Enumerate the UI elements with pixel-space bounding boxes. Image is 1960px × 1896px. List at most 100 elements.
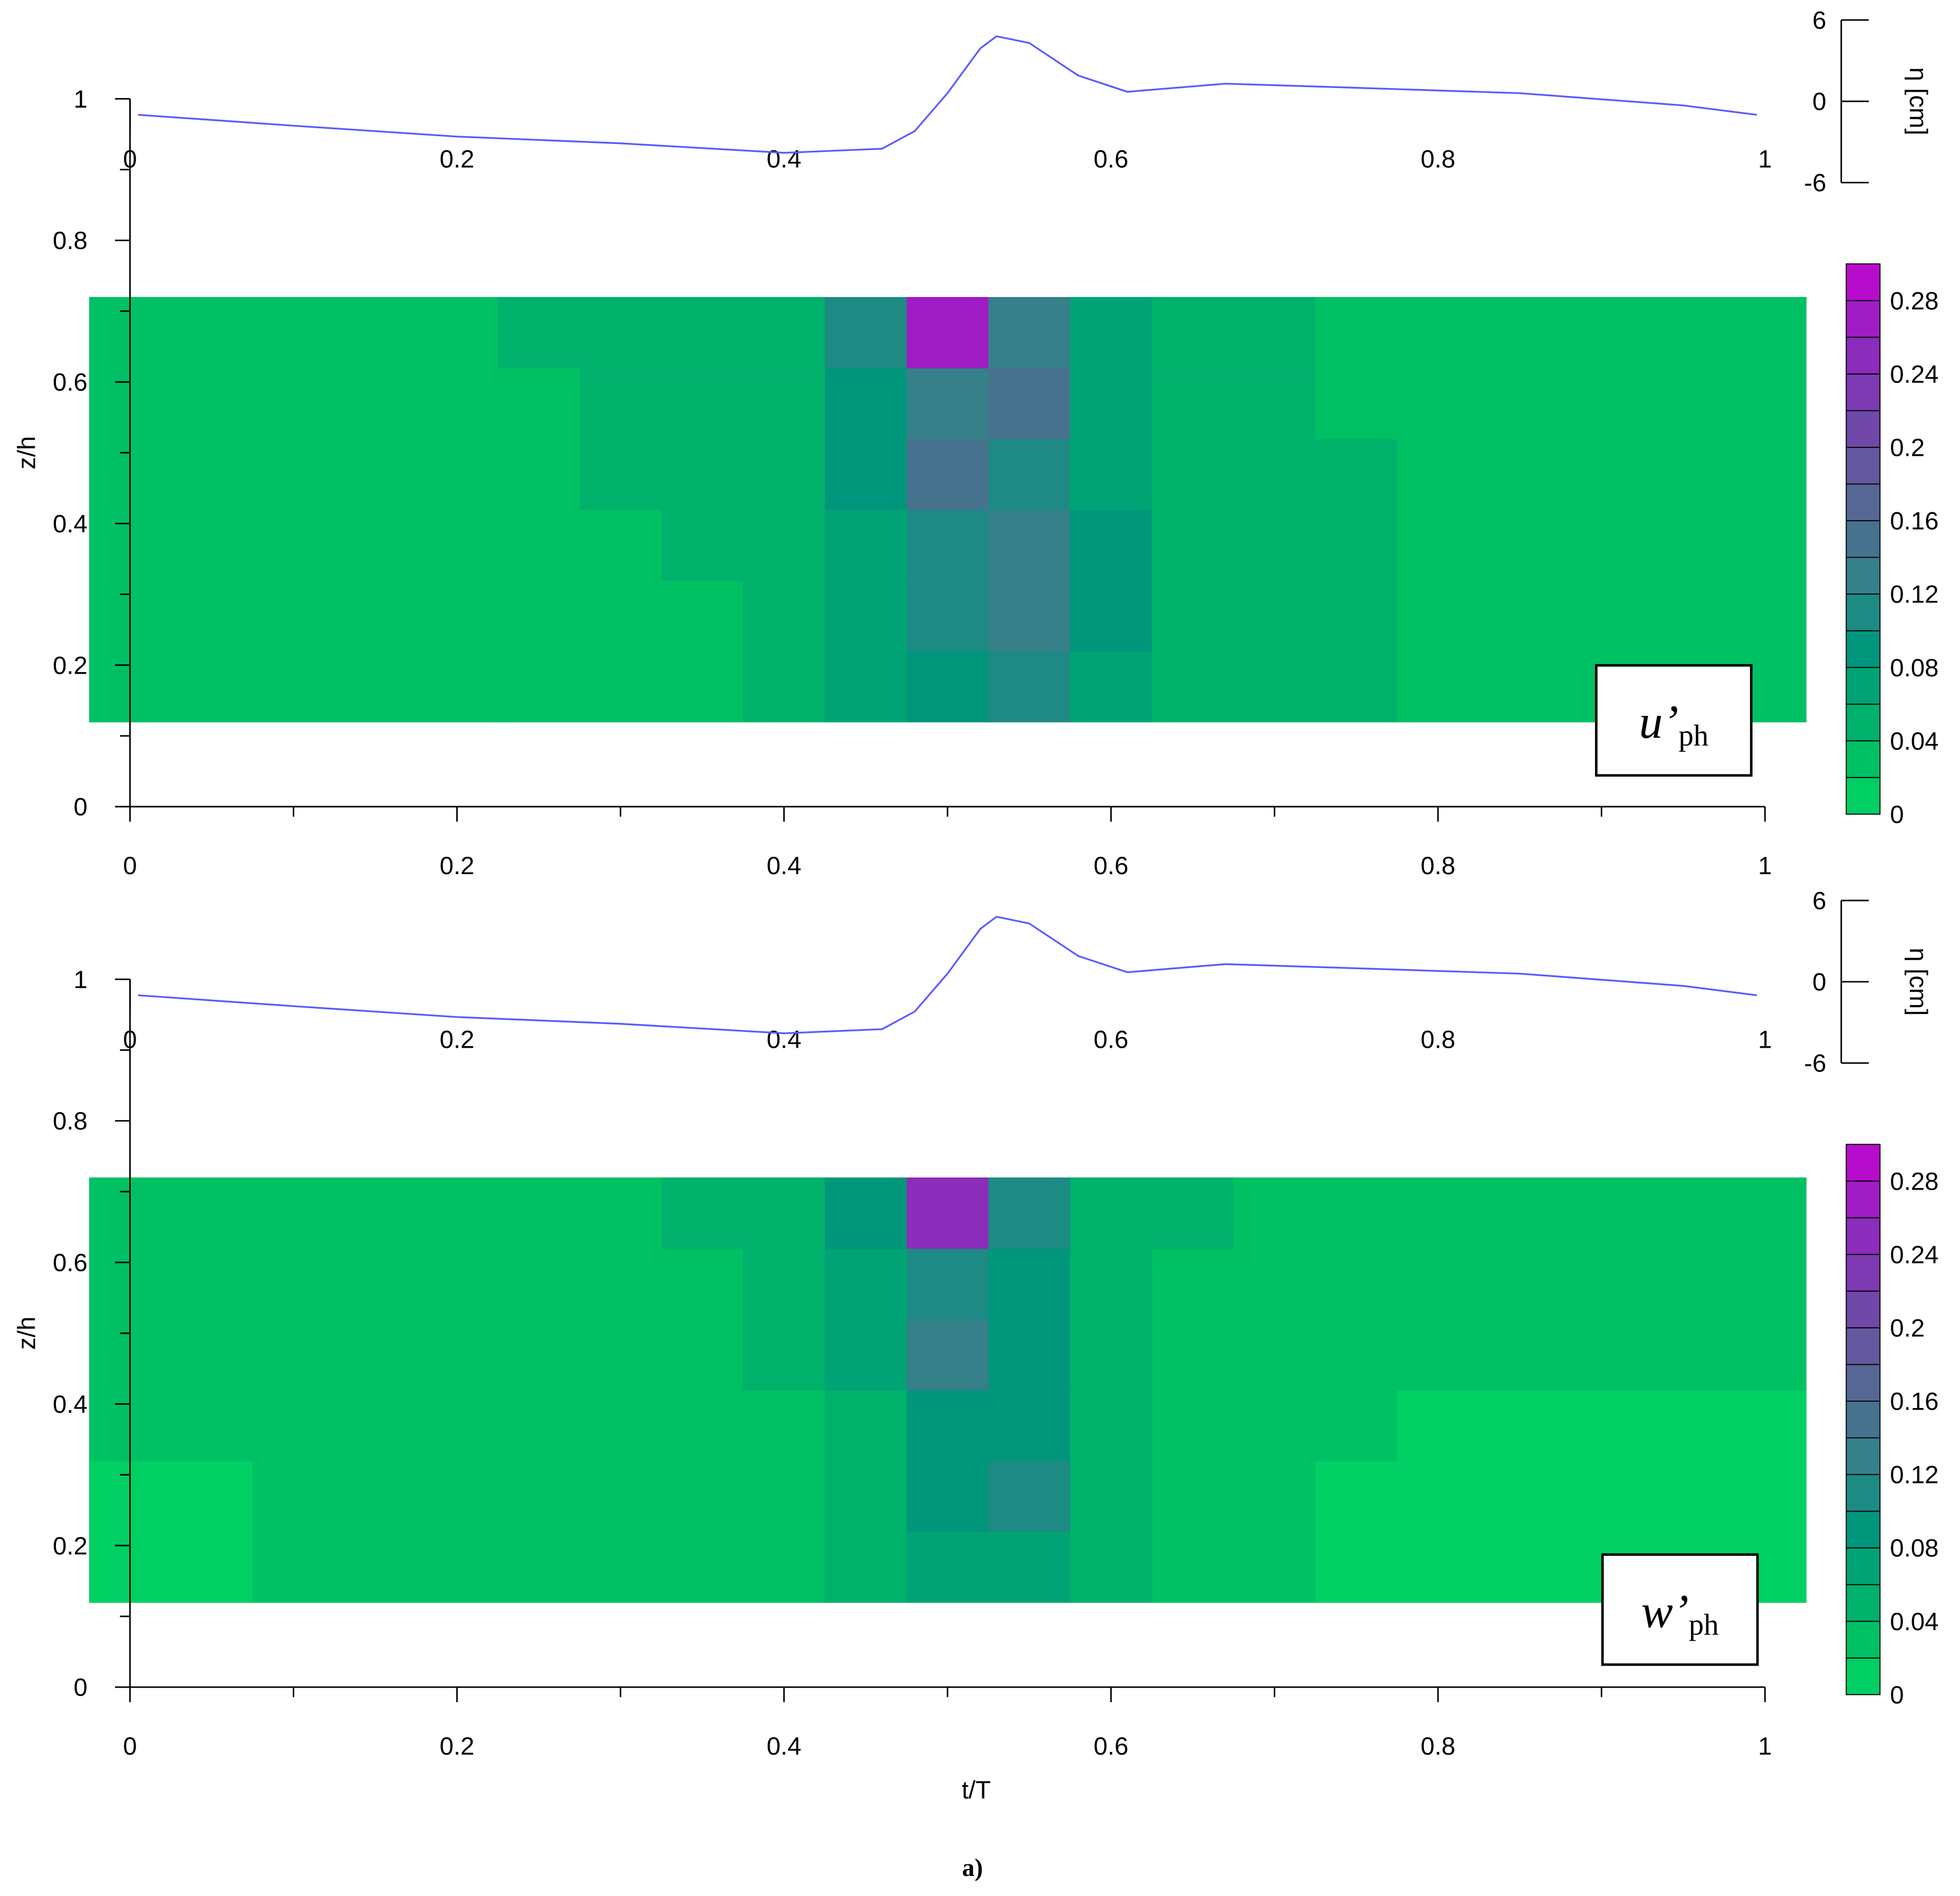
label-main: w’ [1641,1585,1689,1638]
contour-cell [661,1460,744,1533]
contour-cell [1233,1248,1317,1320]
colorbar-band [1846,593,1881,631]
contour-cell [1233,580,1317,652]
contour-cell [170,1531,254,1603]
contour-cell [1478,1319,1562,1391]
x-tick-label: 0.4 [766,1732,801,1760]
y-tick-label: 0.2 [53,1532,88,1560]
contour-cell [743,1460,826,1533]
label-sub: ph [1678,719,1708,752]
colorbar-band [1846,1217,1881,1255]
contour-cell [1233,650,1317,723]
contour-cell [1397,1248,1480,1320]
contour-cell [824,438,908,510]
contour-cell [1478,1531,1562,1603]
contour-cell [1642,1390,1725,1461]
contour-cell [1233,1319,1317,1391]
contour-cell [334,1177,417,1249]
contour-cell [661,1531,744,1603]
x-tick-label: 1 [1758,1732,1772,1760]
contour-cell [579,1390,662,1461]
contour-cell [416,1177,499,1249]
contour-cell [579,1319,662,1391]
contour-cell [1070,1177,1153,1249]
contour-cell [579,580,662,652]
contour-cell [252,368,335,439]
colorbar-band [1846,1364,1881,1402]
contour-cell [824,1177,908,1249]
contour-cell [1315,1177,1398,1249]
contour-cell [661,650,744,723]
contour-cell [1478,650,1562,723]
colorbar-tick-label: 0.12 [1890,1461,1938,1489]
contour-cell [743,580,826,652]
contour-cell [497,1319,581,1391]
colorbar-band [1846,630,1881,668]
contour-cell [1478,509,1562,581]
contour-cell [252,650,335,723]
contour-cell [1560,1248,1643,1320]
contour-cell [988,1177,1071,1249]
contour-cell [743,1531,826,1603]
contour-cell [497,1248,581,1320]
contour-cell [1397,368,1480,439]
contour-cell [1070,1460,1153,1533]
contour-cell [1315,438,1398,510]
panel: 0 0.2 0.4 0.6 0.8 1 0 0.2 0.4 0.6 0.8 1 z/h w’ph 0 0.04… [13,887,1938,1761]
contour-cell [661,509,744,581]
colorbar-band [1846,1144,1881,1182]
x-axis-label: t/T [962,1776,991,1804]
contour-cell [824,1531,908,1603]
contour-cell [497,650,581,723]
colorbar-band [1846,1180,1881,1219]
contour-cell [661,438,744,510]
eta-y-tick-label: -6 [1804,169,1826,197]
contour-cell [1397,1319,1480,1391]
contour-cell [1315,1319,1398,1391]
contour-cell [988,1460,1071,1533]
colorbar-band [1846,1253,1881,1292]
colorbar-band [1846,373,1881,411]
x-tick-label: 0.6 [1093,852,1128,880]
contour-cell [252,1460,335,1533]
contour-cell [1642,368,1725,439]
contour-cell [334,368,417,439]
contour-cell [1642,1177,1725,1249]
colorbar-tick-label: 0.2 [1890,434,1925,462]
contour-cell [743,296,826,369]
contour-cell [661,580,744,652]
contour-cell [252,1248,335,1320]
contour-cell [170,580,254,652]
contour-cell [497,1460,581,1533]
contour-cell [906,368,989,439]
contour-cell [1151,1177,1235,1249]
contour-cell [416,1531,499,1603]
contour-cell [252,580,335,652]
contour-cell [497,296,581,369]
contour-cell [1397,1460,1480,1533]
contour-cell [743,509,826,581]
contour-cell [1397,438,1480,510]
contour-cell [988,368,1071,439]
colorbar-tick-label: 0.2 [1890,1314,1925,1342]
colorbar-band [1846,1327,1881,1365]
colorbar-band [1846,1621,1881,1659]
contour-cell [416,509,499,581]
contour-cell [579,650,662,723]
contour-cell [1397,650,1480,723]
contour-cell [416,296,499,369]
contour-cell [1642,509,1725,581]
colorbar-band [1846,1547,1881,1585]
contour-cell [1151,509,1235,581]
contour-cell [1151,650,1235,723]
contour-cell [906,1531,989,1603]
contour-cell [1724,1390,1807,1461]
colorbar-band [1846,446,1881,485]
contour-cell [170,296,254,369]
contour-cell [497,1177,581,1249]
colorbar-band [1846,1510,1881,1549]
contour-cell [1642,296,1725,369]
contour-cell [170,1460,254,1533]
contour-cell [1070,1248,1153,1320]
